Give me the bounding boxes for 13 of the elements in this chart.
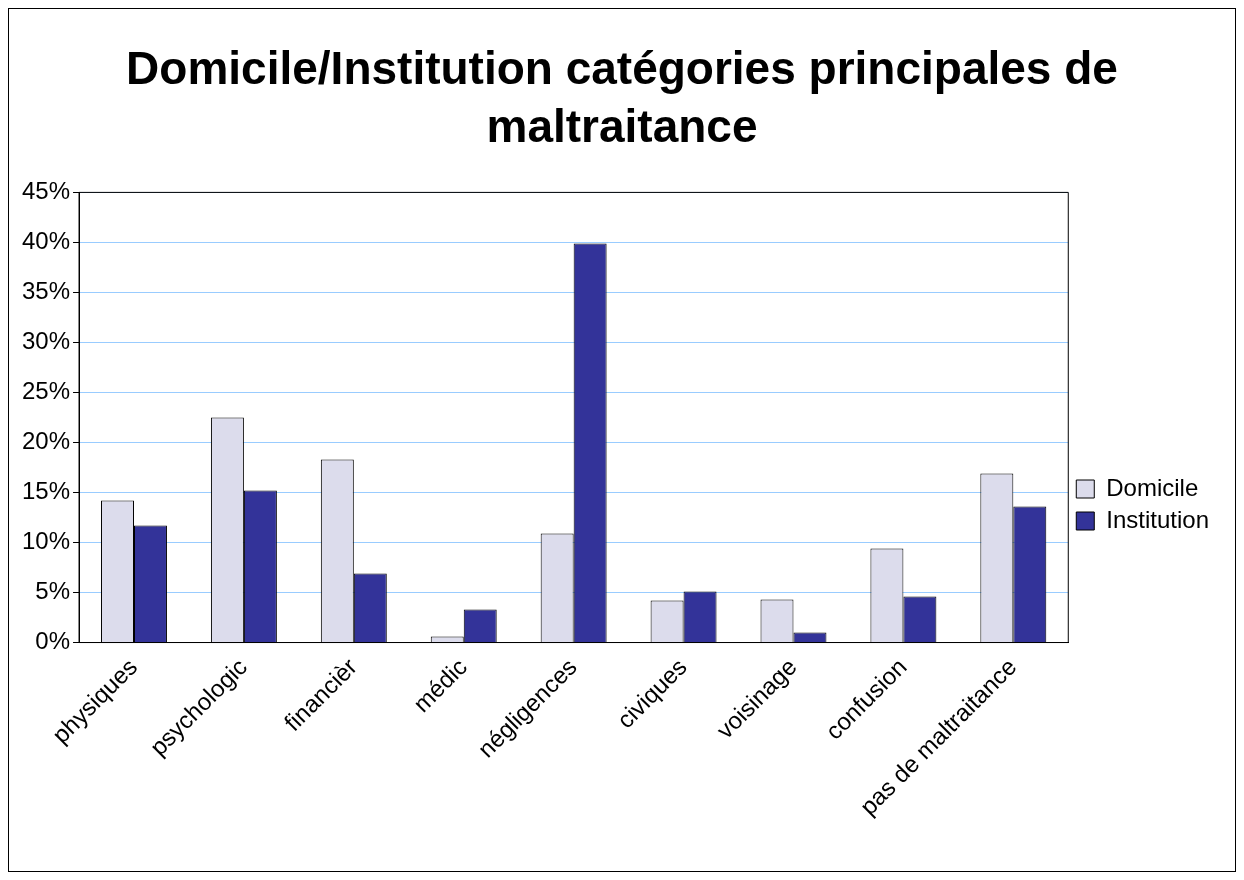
legend-label: Institution bbox=[1106, 505, 1210, 533]
y-tick-label: 15% bbox=[21, 477, 71, 505]
legend-label: Domicile bbox=[1106, 473, 1199, 501]
y-tick-label: 35% bbox=[21, 277, 71, 305]
y-tick-label: 40% bbox=[21, 227, 71, 255]
chart-title: Domicile/Institution catégories principales de maltraitance bbox=[125, 41, 1119, 154]
y-tick-label: 0% bbox=[35, 627, 71, 655]
y-tick-label: 20% bbox=[21, 427, 71, 455]
y-tick-label: 25% bbox=[21, 377, 71, 405]
y-tick-label: 45% bbox=[21, 177, 71, 205]
y-tick-label: 5% bbox=[35, 577, 71, 605]
y-tick-label: 10% bbox=[21, 527, 71, 555]
y-tick-label: 30% bbox=[21, 327, 71, 355]
